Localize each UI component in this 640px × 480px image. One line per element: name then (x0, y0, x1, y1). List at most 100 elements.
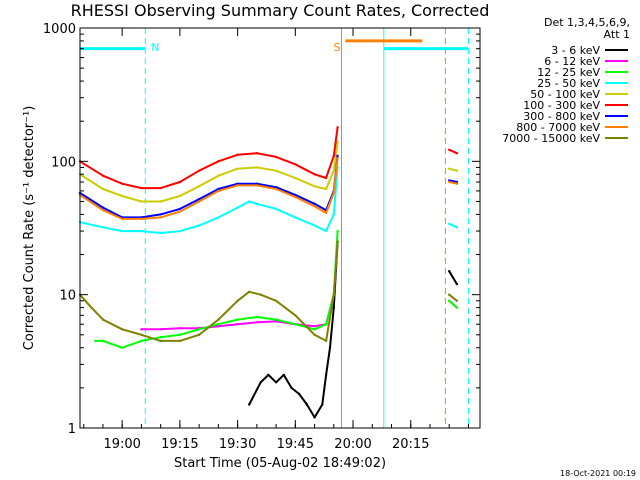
data-point-8-18 (448, 293, 451, 296)
data-point-7-8 (236, 184, 239, 187)
data-point-6-9 (255, 182, 259, 185)
series-line-4 (79, 141, 458, 203)
y-tick-label-2: 100 (51, 155, 76, 170)
data-point-4-5 (178, 194, 182, 198)
data-point-5-6 (197, 169, 201, 172)
data-point-1-0 (140, 328, 143, 331)
legend-label-7: 800 - 7000 keV (516, 121, 600, 134)
legend-header-line1: Det 1,3,4,5,6,9, (544, 16, 630, 29)
data-point-0-6 (298, 392, 301, 396)
data-point-4-2 (121, 194, 124, 198)
data-point-0-15 (455, 282, 459, 286)
data-point-6-10 (274, 186, 278, 189)
data-point-3-18 (455, 226, 459, 229)
data-point-3-1 (101, 226, 105, 229)
data-point-1-9 (313, 325, 316, 328)
data-point-5-1 (101, 174, 105, 177)
data-point-8-6 (178, 339, 182, 343)
data-point-8-11 (259, 293, 262, 296)
data-point-7-5 (178, 210, 182, 213)
data-point-2-10 (274, 318, 278, 321)
x-tick-label-0: 19:00 (103, 437, 140, 452)
data-point-8-2 (101, 318, 105, 321)
data-point-2-13 (324, 323, 328, 326)
data-point-2-16 (448, 299, 451, 302)
x-tick-label-4: 20:00 (334, 437, 371, 452)
data-point-7-12 (313, 205, 316, 208)
data-point-3-15 (332, 213, 335, 216)
data-point-3-17 (448, 222, 451, 225)
data-point-3-4 (159, 231, 162, 235)
x-tick-label-5: 20:15 (392, 437, 429, 452)
data-point-8-17 (336, 240, 339, 243)
data-point-6-15 (336, 154, 339, 157)
legend-label-2: 12 - 25 keV (537, 66, 600, 79)
data-point-1-1 (159, 328, 162, 331)
x-tick-label-3: 19:45 (277, 437, 314, 452)
legend-label-3: 25 - 50 keV (537, 77, 600, 90)
data-point-1-2 (178, 327, 182, 330)
data-point-8-8 (217, 318, 220, 321)
data-point-6-7 (217, 187, 220, 191)
series-line-7 (79, 158, 458, 220)
data-point-3-11 (274, 207, 278, 211)
data-point-4-17 (455, 169, 459, 172)
data-point-0-8 (313, 416, 316, 419)
y-tick-label-1: 10 (59, 289, 76, 304)
data-point-5-4 (159, 186, 162, 190)
data-point-4-16 (448, 167, 451, 170)
data-point-7-14 (332, 191, 335, 195)
data-point-8-5 (159, 339, 162, 343)
data-point-0-2 (267, 373, 270, 377)
chart-title: RHESSI Observing Summary Count Rates, Co… (71, 1, 490, 20)
data-point-0-1 (259, 381, 262, 384)
data-point-8-4 (140, 333, 143, 336)
data-point-4-12 (313, 185, 316, 188)
data-point-2-5 (178, 333, 182, 336)
data-point-4-4 (159, 200, 162, 203)
data-point-5-3 (140, 186, 143, 190)
data-point-6-8 (236, 182, 239, 185)
data-point-7-7 (217, 189, 220, 193)
data-point-5-14 (332, 154, 335, 157)
data-point-2-11 (294, 323, 297, 326)
data-point-8-1 (90, 306, 93, 309)
data-point-0-5 (290, 386, 293, 390)
data-point-5-2 (121, 182, 124, 185)
data-point-8-9 (236, 299, 239, 302)
data-point-7-17 (455, 182, 459, 185)
data-point-6-1 (101, 206, 105, 209)
data-point-2-2 (121, 346, 124, 349)
data-point-7-1 (101, 209, 105, 212)
data-point-2-17 (455, 306, 459, 309)
legend-label-0: 3 - 6 keV (551, 44, 600, 57)
legend-header-line2: Att 1 (604, 28, 630, 41)
data-point-2-3 (140, 339, 143, 343)
y-axis-label: Corrected Count Rate (s⁻¹ detector⁻¹) (22, 106, 37, 351)
data-point-0-11 (328, 346, 332, 349)
data-point-5-5 (178, 180, 182, 184)
data-point-7-10 (274, 187, 278, 191)
x-tick-label-1: 19:15 (161, 437, 198, 452)
data-point-0-7 (305, 403, 309, 406)
data-point-5-16 (448, 148, 451, 151)
data-point-3-2 (121, 229, 124, 233)
data-point-0-14 (448, 270, 451, 273)
data-point-5-11 (294, 163, 297, 166)
data-point-7-9 (255, 184, 259, 187)
data-point-0-0 (248, 403, 251, 406)
series-line-6 (79, 155, 458, 219)
series-line-5 (79, 127, 458, 190)
data-point-8-16 (332, 293, 335, 296)
data-point-3-6 (197, 224, 201, 227)
data-point-3-13 (313, 224, 316, 227)
data-point-2-4 (159, 336, 162, 339)
data-point-7-13 (324, 211, 328, 215)
data-point-7-11 (294, 195, 297, 199)
data-point-6-4 (159, 213, 162, 216)
data-point-7-3 (140, 217, 143, 221)
data-point-8-3 (121, 328, 124, 331)
series-line-8 (79, 241, 458, 342)
data-point-8-13 (294, 314, 297, 317)
